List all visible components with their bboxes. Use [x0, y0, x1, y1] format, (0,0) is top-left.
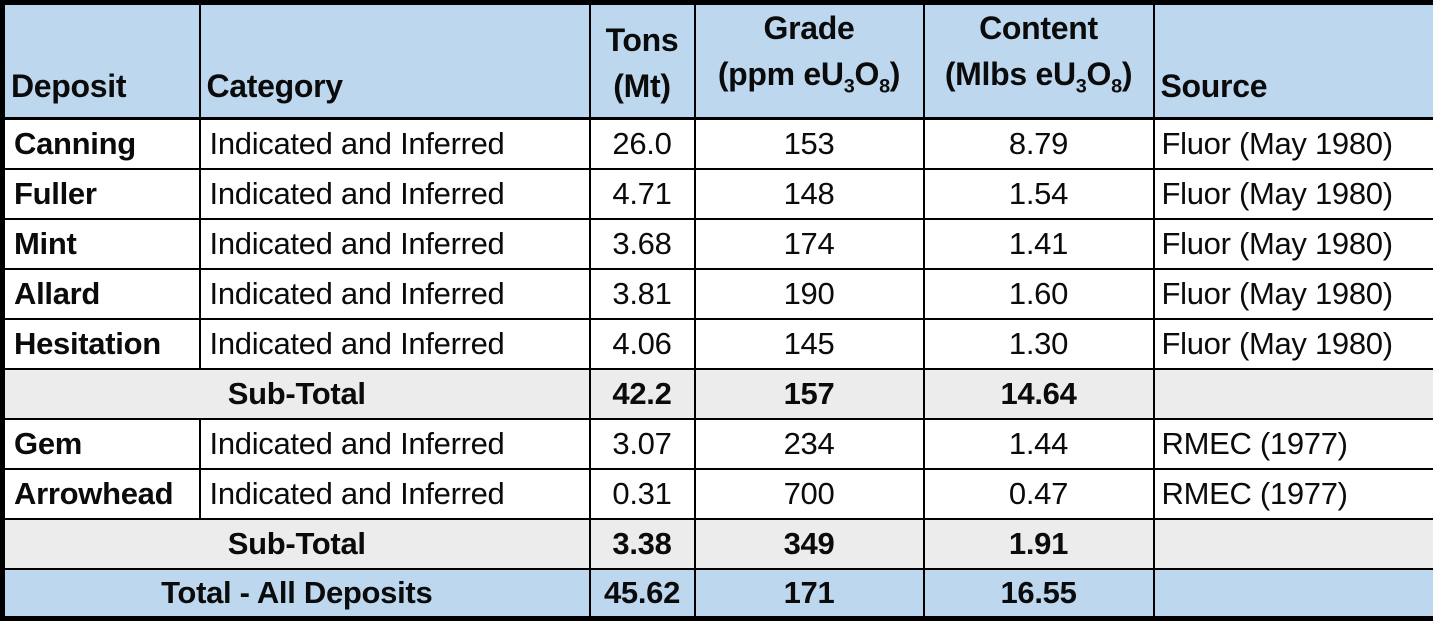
content-unit-mid: O — [1087, 56, 1112, 92]
grade-cell: 174 — [695, 219, 924, 269]
tons-cell: 3.68 — [590, 219, 695, 269]
total-source-cell — [1154, 569, 1433, 619]
deposit-cell: Mint — [3, 219, 200, 269]
col-header-category: Category — [200, 3, 590, 119]
subtotal-row-1: Sub-Total 42.2 157 14.64 — [3, 369, 1433, 419]
category-cell: Indicated and Inferred — [200, 469, 590, 519]
table-row-allard: Allard Indicated and Inferred 3.81 190 1… — [3, 269, 1433, 319]
tons-cell: 26.0 — [590, 119, 695, 169]
table-row-hesitation: Hesitation Indicated and Inferred 4.06 1… — [3, 319, 1433, 369]
source-cell: Fluor (May 1980) — [1154, 169, 1433, 219]
deposit-cell: Arrowhead — [3, 469, 200, 519]
subtotal-tons-cell: 42.2 — [590, 369, 695, 419]
grade-cell: 700 — [695, 469, 924, 519]
col-header-tons: Tons (Mt) — [590, 3, 695, 119]
col-header-source: Source — [1154, 3, 1433, 119]
col-header-grade-line1: Grade — [702, 5, 917, 51]
col-header-deposit-label: Deposit — [11, 63, 193, 109]
content-unit-suffix: ) — [1122, 56, 1132, 92]
header-row: Deposit Category Tons (Mt) Grade (ppm eU… — [3, 3, 1433, 119]
col-header-content-unit: (Mlbs eU3O8) — [931, 51, 1147, 109]
col-header-category-label: Category — [207, 63, 583, 109]
grade-unit-sub2: 8 — [879, 75, 890, 97]
tons-cell: 4.71 — [590, 169, 695, 219]
grade-unit-suffix: ) — [890, 56, 900, 92]
source-cell: Fluor (May 1980) — [1154, 119, 1433, 169]
category-cell: Indicated and Inferred — [200, 169, 590, 219]
grade-unit-prefix: (ppm eU — [718, 56, 844, 92]
subtotal-grade-cell: 349 — [695, 519, 924, 569]
deposit-cell: Gem — [3, 419, 200, 469]
content-cell: 1.60 — [924, 269, 1154, 319]
content-unit-sub1: 3 — [1076, 75, 1087, 97]
deposit-cell: Canning — [3, 119, 200, 169]
subtotal-label: Sub-Total — [3, 369, 590, 419]
tons-cell: 4.06 — [590, 319, 695, 369]
subtotal-tons-cell: 3.38 — [590, 519, 695, 569]
content-cell: 1.30 — [924, 319, 1154, 369]
content-unit-sub2: 8 — [1111, 75, 1122, 97]
subtotal-source-cell — [1154, 519, 1433, 569]
source-cell: Fluor (May 1980) — [1154, 319, 1433, 369]
grade-unit-mid: O — [854, 56, 879, 92]
grade-cell: 145 — [695, 319, 924, 369]
col-header-deposit: Deposit — [3, 3, 200, 119]
subtotal-content-cell: 14.64 — [924, 369, 1154, 419]
content-cell: 1.54 — [924, 169, 1154, 219]
subtotal-content-cell: 1.91 — [924, 519, 1154, 569]
total-grade-cell: 171 — [695, 569, 924, 619]
tons-cell: 3.07 — [590, 419, 695, 469]
source-cell: Fluor (May 1980) — [1154, 219, 1433, 269]
category-cell: Indicated and Inferred — [200, 319, 590, 369]
total-tons-cell: 45.62 — [590, 569, 695, 619]
col-header-content: Content (Mlbs eU3O8) — [924, 3, 1154, 119]
total-row: Total - All Deposits 45.62 171 16.55 — [3, 569, 1433, 619]
source-cell: Fluor (May 1980) — [1154, 269, 1433, 319]
source-cell: RMEC (1977) — [1154, 469, 1433, 519]
table-row-fuller: Fuller Indicated and Inferred 4.71 148 1… — [3, 169, 1433, 219]
deposit-cell: Allard — [3, 269, 200, 319]
content-unit-prefix: (Mlbs eU — [945, 56, 1076, 92]
col-header-source-label: Source — [1161, 63, 1428, 109]
subtotal-grade-cell: 157 — [695, 369, 924, 419]
deposit-cell: Hesitation — [3, 319, 200, 369]
grade-cell: 234 — [695, 419, 924, 469]
subtotal-source-cell — [1154, 369, 1433, 419]
content-cell: 8.79 — [924, 119, 1154, 169]
total-content-cell: 16.55 — [924, 569, 1154, 619]
category-cell: Indicated and Inferred — [200, 269, 590, 319]
col-header-grade: Grade (ppm eU3O8) — [695, 3, 924, 119]
tons-cell: 3.81 — [590, 269, 695, 319]
deposit-cell: Fuller — [3, 169, 200, 219]
col-header-grade-unit: (ppm eU3O8) — [702, 51, 917, 109]
total-label: Total - All Deposits — [3, 569, 590, 619]
col-header-content-line1: Content — [931, 5, 1147, 51]
table-row-gem: Gem Indicated and Inferred 3.07 234 1.44… — [3, 419, 1433, 469]
content-cell: 1.41 — [924, 219, 1154, 269]
table-row-mint: Mint Indicated and Inferred 3.68 174 1.4… — [3, 219, 1433, 269]
grade-cell: 148 — [695, 169, 924, 219]
category-cell: Indicated and Inferred — [200, 119, 590, 169]
grade-cell: 153 — [695, 119, 924, 169]
content-cell: 1.44 — [924, 419, 1154, 469]
subtotal-label: Sub-Total — [3, 519, 590, 569]
category-cell: Indicated and Inferred — [200, 419, 590, 469]
grade-cell: 190 — [695, 269, 924, 319]
source-cell: RMEC (1977) — [1154, 419, 1433, 469]
subtotal-row-2: Sub-Total 3.38 349 1.91 — [3, 519, 1433, 569]
col-header-tons-line2: (Mt) — [597, 63, 688, 109]
table-row-arrowhead: Arrowhead Indicated and Inferred 0.31 70… — [3, 469, 1433, 519]
grade-unit-sub1: 3 — [844, 75, 855, 97]
content-cell: 0.47 — [924, 469, 1154, 519]
tons-cell: 0.31 — [590, 469, 695, 519]
category-cell: Indicated and Inferred — [200, 219, 590, 269]
table-row-canning: Canning Indicated and Inferred 26.0 153 … — [3, 119, 1433, 169]
col-header-tons-line1: Tons — [597, 17, 688, 63]
